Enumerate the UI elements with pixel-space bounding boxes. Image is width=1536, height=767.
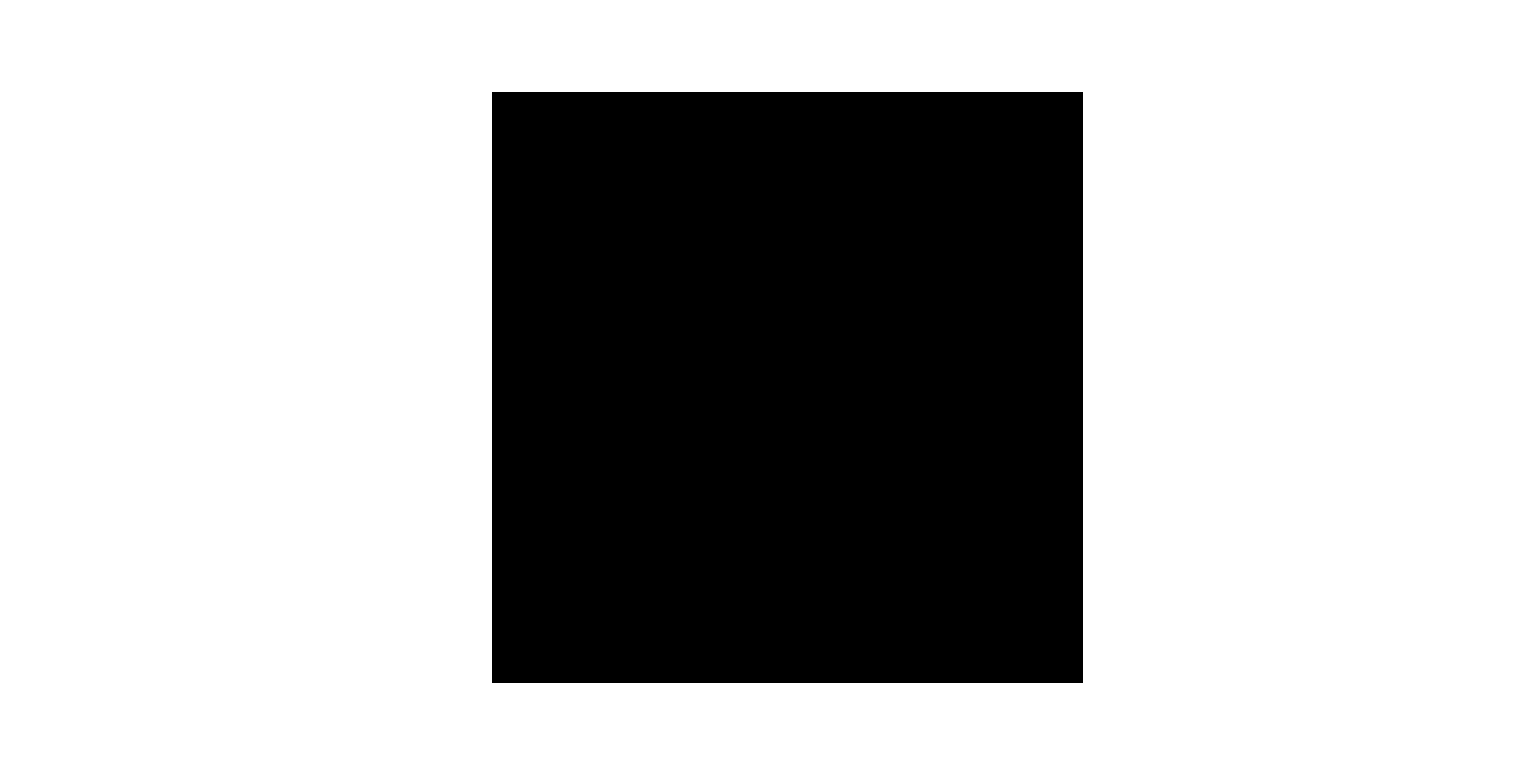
word-cloud	[492, 92, 1083, 683]
